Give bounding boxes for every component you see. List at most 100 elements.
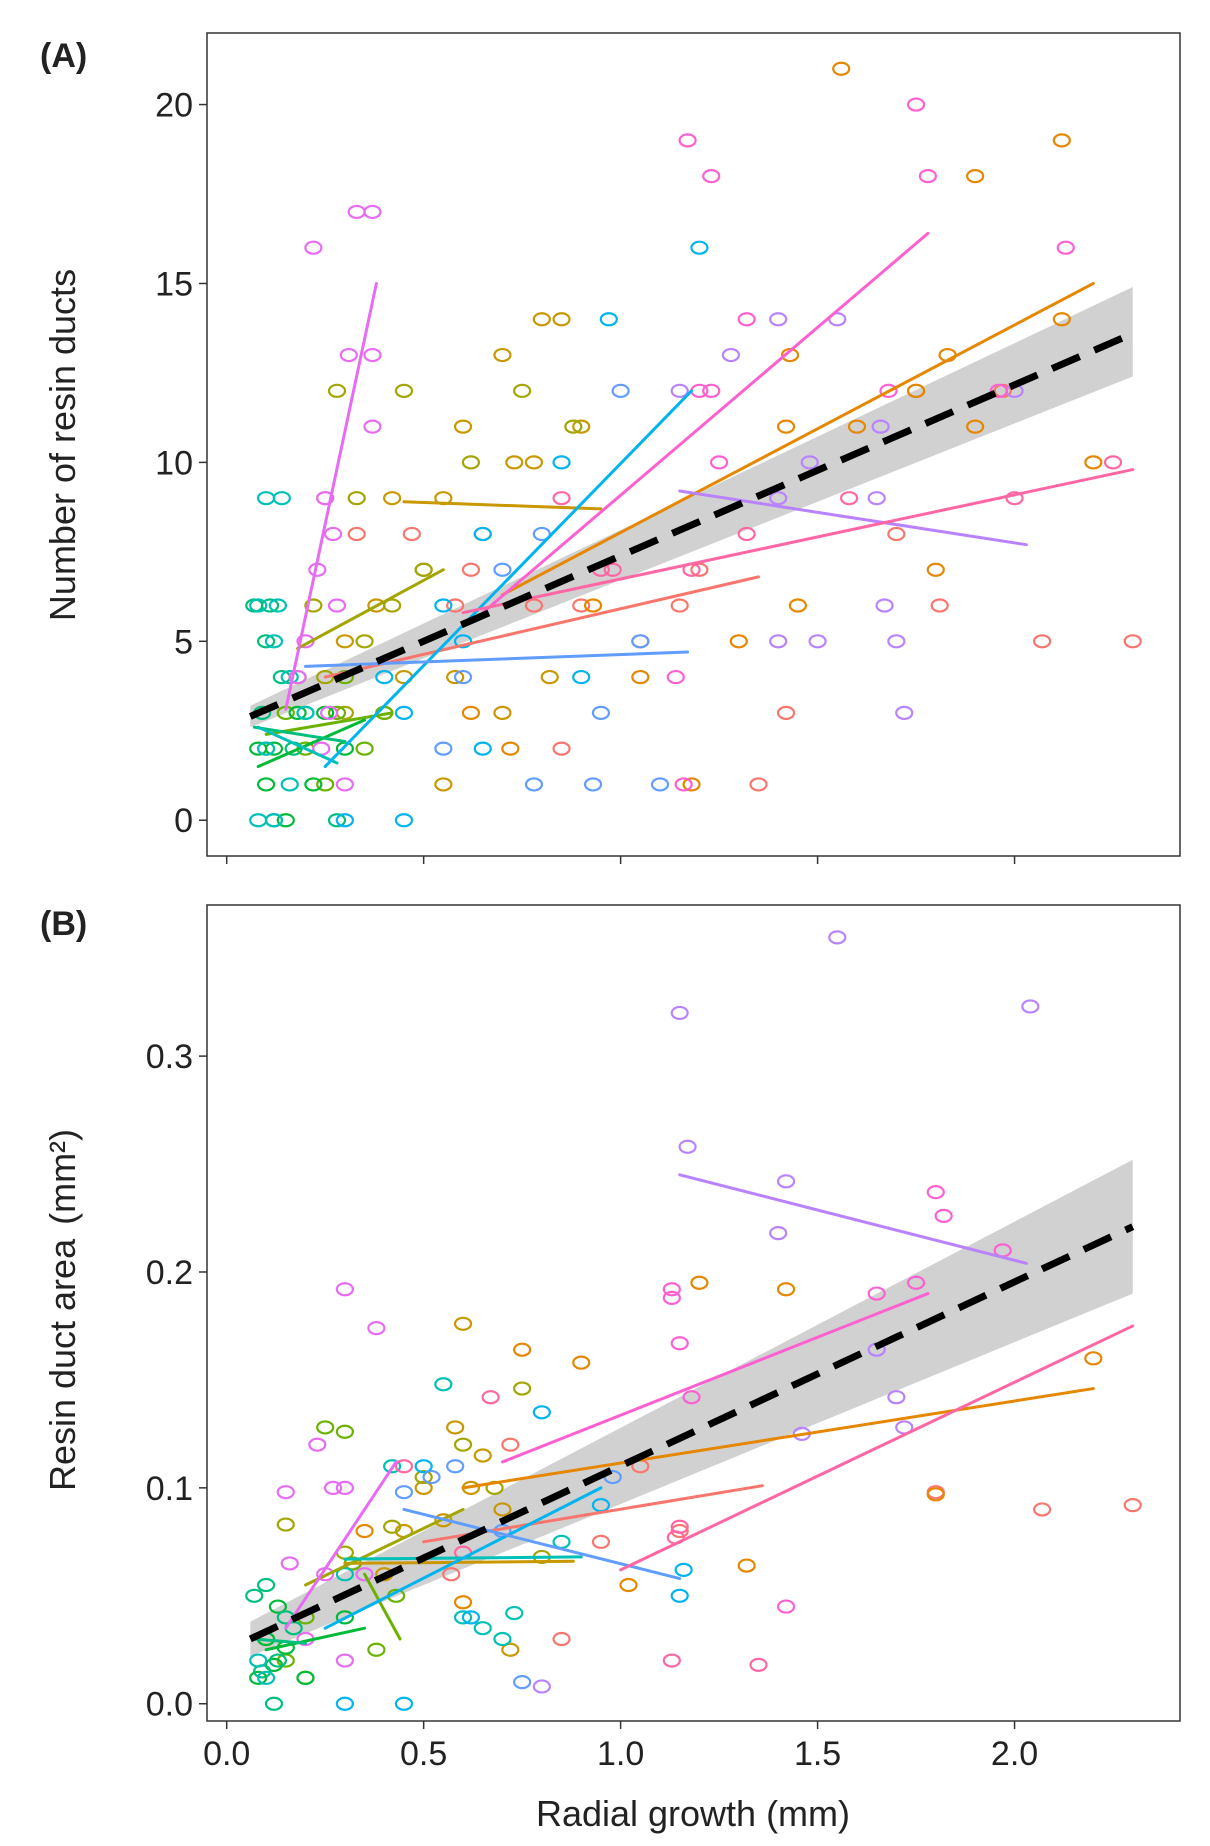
panel-b-fit-tree-13 [500,1292,930,1464]
panel-a-point-tree-11 [800,455,819,470]
panel-a-point-tree-02 [461,705,481,720]
panel-b-point-tree-12 [308,1437,327,1452]
panel-b-overall-trend-line [248,1223,1135,1643]
panel-b-point-tree-04 [414,1469,433,1485]
panel-b-point-tree-12 [355,1567,374,1582]
panel-a-point-tree-07 [260,598,280,613]
panel-a-point-tree-03 [524,455,544,470]
panel-b-point-tree-14 [662,1653,681,1668]
panel-b-point-tree-10 [422,1469,441,1485]
panel-a-point-tree-02 [501,741,520,756]
panel-a-point-tree-11 [769,634,788,649]
panel-a-point-tree-03 [540,669,559,685]
panel-a-point-tree-11 [895,705,914,720]
panel-b-point-tree-08 [505,1605,524,1621]
panel-b-point-tree-02 [737,1558,756,1573]
panel-b-point-tree-07 [256,1577,276,1593]
panel-a-point-tree-10 [611,383,630,398]
panel-a-point-tree-10 [493,562,512,577]
panel-b-point-tree-08 [473,1621,492,1636]
panel-a-point-tree-08 [280,777,299,792]
panel-b-x-tick-label: 2.0 [991,1735,1038,1773]
panel-b-point-tree-03 [493,1502,512,1517]
panel-a-fit-tree-06 [256,718,367,769]
panel-a-point-tree-05 [316,777,335,792]
panel-b-point-tree-09 [414,1459,433,1474]
panel-b-fit-tree-10 [402,1507,682,1581]
panel-a-point-tree-01 [572,598,591,613]
panel-b-point-tree-10 [394,1485,414,1500]
panel-a-point-tree-02 [926,562,945,577]
panel-b-point-tree-09 [461,1610,481,1625]
panel-a-point-tree-09 [394,705,414,720]
panel-a-point-tree-04 [304,598,323,613]
panel-a-point-tree-12 [363,419,382,434]
panel-b-point-tree-03 [446,1420,465,1435]
panel-a-point-tree-08 [256,741,276,756]
panel-b-point-tree-07 [268,1653,288,1668]
panel-b-y-tick-label: 0.3 [146,1038,193,1076]
panel-a-point-tree-14 [840,491,859,506]
panel-a-fit-tree-11 [678,489,1028,547]
panel-a-plot-frame [206,32,1181,857]
panel-b-fit-tree-09 [323,1486,603,1630]
panel-a-point-tree-11 [875,598,894,613]
panel-a-tree-fits [252,231,1135,769]
panel-a-point-tree-09 [394,813,414,828]
panel-a-point-tree-02 [1052,133,1071,148]
panel-a-point-tree-11 [808,634,827,649]
panel-a-point-tree-01 [552,741,571,756]
panel-a-point-tree-02 [906,383,926,398]
panel-a-point-tree-02 [631,669,650,685]
panel-b-point-tree-03 [414,1480,433,1495]
panel-a-y-tick-label: 0 [174,802,193,840]
panel-a-y-tick-label: 10 [155,444,193,482]
panel-a-point-tree-10 [591,705,611,720]
panel-b-point-tree-01 [501,1437,520,1452]
panel-b-fit-tree-06 [264,1626,367,1652]
panel-a-point-tree-13 [678,133,697,148]
panel-a-point-tree-06 [288,705,307,720]
panel-a-fit-tree-08 [256,725,339,765]
panel-b-point-tree-05 [335,1424,354,1439]
panel-b-x-tick-label: 1.5 [794,1735,841,1773]
panel-b-point-tree-08 [434,1377,453,1392]
panel-a-y-tick-label: 20 [155,87,193,125]
panel-b-fit-tree-02 [461,1387,1095,1490]
panel-a-point-tree-01 [524,598,544,613]
panel-a-point-tree-02 [847,419,867,434]
panel-b-y-tick-label: 0.2 [146,1254,193,1292]
panel-b-label: (B) [40,905,87,943]
panel-a-point-tree-13 [666,669,685,685]
panel-a-point-tree-04 [414,562,433,577]
panel-b-point-tree-07 [264,1696,284,1711]
panel-a-point-tree-04 [355,634,374,649]
panel-a-point-tree-13 [918,169,937,184]
panel-a-point-tree-03 [493,347,512,363]
panel-b-fit-tree-07 [252,1637,307,1645]
panel-a-point-tree-03 [446,669,465,685]
panel-b-x-ticks: 0.0 0.5 1.0 1.5 2.0 [203,1721,1038,1773]
panel-b-point-tree-08 [493,1631,512,1647]
panel-a-point-tree-04 [383,598,402,613]
panel-a-point-tree-02 [788,598,807,613]
panel-b-point-tree-06 [249,1670,268,1685]
panel-b-point-tree-11 [828,930,847,945]
panel-b-point-tree-02 [453,1595,473,1610]
panel-a-point-tree-03 [335,634,354,649]
panel-a-point-tree-03 [552,312,571,327]
panel-b-point-tree-07 [245,1588,264,1603]
panel-a-fit-tree-14 [461,468,1135,615]
panel-a-fit-tree-03 [402,500,603,511]
panel-a-point-tree-12 [339,347,358,363]
panel-a-point-tree-06 [264,741,284,756]
panel-a-point-tree-10 [453,669,473,685]
panel-a-point-tree-02 [1084,455,1103,470]
panel-a-point-tree-13 [702,383,721,398]
panel-a-point-tree-12 [320,705,339,720]
panel-a-point-tree-14 [1103,455,1123,470]
panel-a-point-tree-01 [776,705,796,720]
panel-b-fit-tree-12 [284,1460,398,1630]
panel-a-point-tree-07 [256,634,276,649]
panel-a-point-tree-14 [1005,491,1024,506]
